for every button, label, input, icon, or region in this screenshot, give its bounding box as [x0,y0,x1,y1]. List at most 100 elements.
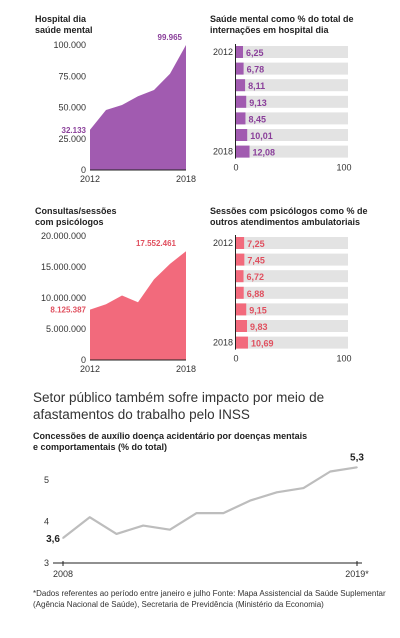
chart-2-bar [236,145,250,158]
chart-5-point [169,528,171,531]
chart-2-title-line-2: internações em hospital dia [210,25,330,35]
chart-4-bar-value-label: 9,15 [249,305,267,315]
chart-2-bar-track [236,112,348,125]
chart-4-bar-value-label: 7,45 [247,256,265,266]
chart-4-bar-track [236,237,348,249]
chart-1-ytick-label: 50.000 [58,103,86,113]
chart-5-ytick-label: 3 [44,558,49,568]
chart-5-point [302,487,305,489]
chart-3-ytick-label: 15.000.000 [41,262,86,272]
chart-2-bar-track [236,145,348,158]
chart-3-last-value-label: 17.552.461 [136,239,177,248]
chart-4-bar-track [236,253,348,266]
chart-4-bar-value-label: 6,88 [247,289,265,299]
chart-5-title-line-2: e comportamentais (% do total) [33,442,167,452]
chart-5-point [329,470,332,473]
chart-1-ytick-label: 0 [81,165,86,175]
chart-4-bar [236,253,245,266]
chart-2-bar-value-label: 6,25 [246,48,264,58]
chart-2-xtick-0: 0 [233,163,238,173]
chart-5-last-value-label: 5,3 [350,452,364,463]
chart-4-bar-track [236,286,348,299]
chart-2-xtick-100: 100 [336,163,351,173]
section-heading: Setor público também sofre impacto por m… [33,390,325,422]
chart-3-ytick-label: 10.000.000 [41,293,86,303]
chart-4-bar [236,237,245,249]
chart-5-point [222,512,225,514]
chart-4-bar-track [236,303,348,316]
chart-1-title-line-1: Hospital dia [35,14,87,24]
chart-3-ytick-label: 5.000.000 [46,324,86,334]
chart-5-xtick-first: 2008 [53,569,73,579]
chart-auxilio-doenca: Concessões de auxílio doença acidentário… [33,431,369,579]
chart-3-ytick-label: 20.000.000 [41,231,86,241]
chart-4-bar [236,320,248,332]
chart-1-first-value-label: 32.133 [62,126,87,135]
chart-2-bar-value-label: 12,08 [253,148,276,158]
chart-5-point [115,533,118,535]
chart-2-bar-value-label: 6,78 [247,65,265,75]
chart-4-bar [236,303,247,316]
chart-1-xtick-last: 2018 [176,174,196,184]
chart-4-xtick-0: 0 [233,354,238,364]
chart-5-line [62,466,358,539]
chart-4-bar [236,270,244,283]
chart-2-bar [236,112,246,125]
chart-2-bar [236,79,246,92]
chart-2-bar-track [236,129,348,141]
chart-4-bar [236,286,244,299]
chart-2-bar-value-label: 8,11 [248,81,265,91]
chart-5-point [276,491,278,494]
chart-1-ytick-label: 75.000 [58,71,86,81]
chart-5-point [195,512,198,514]
chart-4-xtick-100: 100 [336,354,351,364]
chart-4-bar-track [236,270,348,283]
chart-1-title-line-2: saúde mental [35,25,93,35]
chart-sessoes-psicologos-percent: Sessões com psicólogos como % de outros … [210,206,368,364]
chart-2-row-label: 2012 [213,47,233,57]
chart-4-bar-track [236,336,348,349]
chart-2-row-label: 2018 [213,147,233,157]
chart-4-row-label: 2018 [213,338,233,348]
chart-3-xtick-first: 2012 [80,364,100,374]
chart-2-bar-track [236,95,348,108]
chart-3-first-value-label: 8.125.387 [50,306,86,315]
chart-4-bar [236,336,248,349]
chart-3-title-line-1: Consultas/sessões [35,206,117,216]
chart-5-xtick-last: 2019* [345,569,369,579]
chart-3-xtick-last: 2018 [176,364,196,374]
chart-3-title-line-2: com psicólogos [35,217,104,227]
chart-5-first-value-label: 3,6 [46,534,60,545]
chart-saude-mental-percent: Saúde mental como % do total de internaç… [210,14,354,173]
chart-5-point [88,516,91,519]
chart-2-bar [236,95,247,108]
chart-4-row-label: 2012 [213,238,233,248]
chart-2-bar-track [236,79,348,92]
chart-4-title-line-1: Sessões com psicólogos como % de [210,206,368,216]
chart-4-bar-track [236,320,348,332]
chart-1-area [90,45,186,170]
chart-1-ytick-label: 100.000 [53,40,86,50]
chart-2-bar [236,46,243,58]
chart-1-last-value-label: 99.965 [158,33,183,42]
chart-1-ytick-label: 25.000 [58,134,86,144]
chart-2-bar-value-label: 10,01 [250,131,273,141]
footnote: *Dados referentes ao período entre janei… [33,589,386,609]
chart-4-bar-value-label: 9,83 [250,322,268,332]
chart-2-bar-value-label: 8,45 [248,114,266,124]
chart-5-point [356,466,358,469]
chart-5-point [142,524,144,527]
chart-4-title-line-2: outros atendimentos ambulatoriais [210,217,360,227]
chart-4-bar-value-label: 6,72 [247,272,265,282]
chart-2-bar [236,62,244,75]
chart-2-title-line-1: Saúde mental como % do total de [210,14,354,24]
chart-consultas-psicologos: Consultas/sessões com psicólogos 0 5.000.… [35,206,196,374]
chart-5-point [62,537,64,539]
chart-5-ytick-label: 4 [44,516,49,526]
chart-2-bar-track [236,62,348,75]
chart-3-area [90,251,186,360]
chart-2-bar [236,129,248,141]
chart-hospital-dia: Hospital dia saúde mental 0 25.000 50.000 7… [35,14,196,184]
chart-3-ytick-label: 0 [81,355,86,365]
